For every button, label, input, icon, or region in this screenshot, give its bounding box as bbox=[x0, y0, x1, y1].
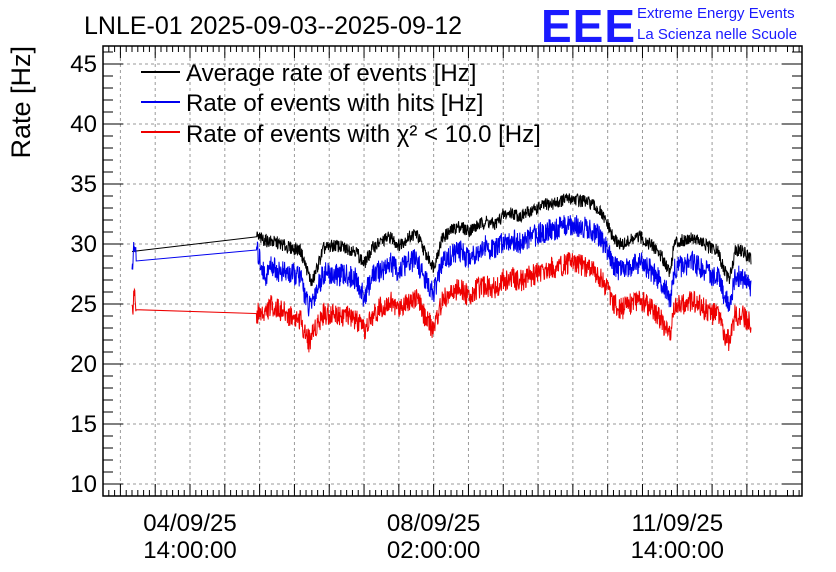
x-tick-label-time: 02:00:00 bbox=[387, 537, 480, 564]
series-line-chi2 bbox=[131, 252, 752, 353]
y-tick-label: 20 bbox=[70, 351, 97, 378]
y-tick-label: 10 bbox=[70, 471, 97, 498]
x-tick-label-time: 14:00:00 bbox=[631, 537, 724, 564]
y-tick-label: 35 bbox=[70, 171, 97, 198]
legend-label-chi2: Rate of events with χ² < 10.0 [Hz] bbox=[186, 121, 541, 148]
y-tick-label: 30 bbox=[70, 231, 97, 258]
eee-logo-mark: EEE bbox=[541, 0, 636, 52]
plot-frame bbox=[102, 45, 803, 497]
series-layer bbox=[131, 193, 752, 353]
plot-border bbox=[102, 45, 803, 497]
y-axis-label: Rate [Hz] bbox=[6, 46, 36, 159]
y-tick-label: 45 bbox=[70, 51, 97, 78]
axis-ticks bbox=[103, 46, 802, 497]
eee-logo: EEE Extreme Energy Events La Scienza nel… bbox=[541, 0, 797, 52]
legend-label-hits: Rate of events with hits [Hz] bbox=[186, 90, 483, 117]
legend: Average rate of events [Hz] Rate of even… bbox=[141, 60, 541, 148]
x-tick-label-date: 11/09/25 bbox=[631, 510, 723, 537]
y-tick-label: 25 bbox=[70, 291, 97, 318]
x-tick-label-date: 08/09/25 bbox=[387, 510, 480, 537]
chart-title: LNLE-01 2025-09-03--2025-09-12 bbox=[84, 12, 462, 40]
legend-label-average: Average rate of events [Hz] bbox=[186, 60, 476, 87]
eee-logo-line2: La Scienza nelle Scuole bbox=[637, 26, 797, 43]
series-line-hits bbox=[131, 215, 752, 317]
x-tick-label-date: 04/09/25 bbox=[143, 510, 236, 537]
x-tick-label-time: 14:00:00 bbox=[143, 537, 236, 564]
y-tick-label: 40 bbox=[70, 111, 97, 138]
axis-tick-labels: 101520253035404504/09/2514:00:0008/09/25… bbox=[70, 51, 724, 564]
eee-logo-line1: Extreme Energy Events bbox=[637, 5, 795, 22]
series-line-average bbox=[131, 193, 752, 287]
y-tick-label: 15 bbox=[70, 411, 97, 438]
